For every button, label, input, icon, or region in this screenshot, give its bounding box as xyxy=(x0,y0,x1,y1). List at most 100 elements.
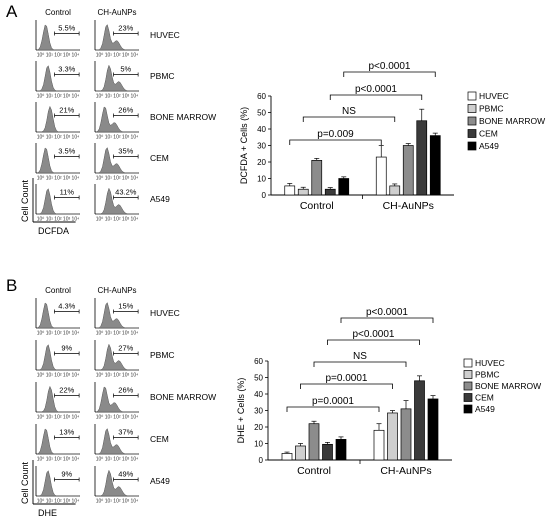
panel-a-letter: A xyxy=(6,2,18,21)
significance-bracket xyxy=(286,406,380,412)
significance-bracket xyxy=(313,361,407,367)
histogram-tick-labels: 10⁰ 10¹ 10² 10³ 10⁴ xyxy=(37,373,80,379)
bar xyxy=(338,178,350,196)
y-tick-label: 40 xyxy=(254,390,263,399)
legend-label: A549 xyxy=(479,141,499,151)
gate-percent-label: 3.3% xyxy=(58,65,75,74)
legend-swatch xyxy=(467,129,477,138)
histogram-tick-labels: 10⁰ 10¹ 10² 10³ 10⁴ xyxy=(37,415,80,421)
histogram-curve xyxy=(37,385,79,413)
histogram-curve xyxy=(96,469,138,497)
histogram-x-label: DCFDA xyxy=(38,226,69,236)
column-label: Control xyxy=(45,286,71,295)
gate-percent-label: 35% xyxy=(118,147,133,156)
histogram-tick-labels: 10⁰ 10¹ 10² 10³ 10⁴ xyxy=(96,217,139,223)
histogram-tick-labels: 10⁰ 10¹ 10² 10³ 10⁴ xyxy=(96,331,139,337)
histogram-curve xyxy=(95,24,138,51)
row-label: BONE MARROW xyxy=(150,112,216,122)
legend-swatch xyxy=(463,381,473,391)
significance-bracket xyxy=(302,116,396,122)
y-tick-label: 50 xyxy=(254,374,263,383)
gate-percent-label: 13% xyxy=(59,428,74,437)
histogram-curve xyxy=(96,187,138,215)
histogram-grid-b: Control CH-AuNPs HUVEC 4.3% 10⁰ 10¹ 10² 10³ … xyxy=(20,286,216,518)
y-tick-label: 20 xyxy=(257,158,266,167)
histogram-tick-labels: 10⁰ 10¹ 10² 10³ 10⁴ xyxy=(96,94,139,100)
gate-percent-label: 43.2% xyxy=(115,188,137,197)
gate-percent-label: 49% xyxy=(118,470,133,479)
significance-bracket xyxy=(300,383,393,389)
histogram-curve xyxy=(36,302,79,329)
category-label: CH-AuNPs xyxy=(380,465,431,477)
y-tick-label: 50 xyxy=(257,109,266,118)
bar xyxy=(416,120,428,196)
row-label: PBMC xyxy=(150,350,175,360)
bar xyxy=(429,135,441,196)
gate-percent-label: 26% xyxy=(118,106,133,115)
y-tick-label: 30 xyxy=(254,407,263,416)
bar xyxy=(387,412,398,461)
gate-percent-label: 5% xyxy=(120,65,131,74)
bar xyxy=(311,160,323,196)
y-tick-label: 10 xyxy=(254,440,263,449)
panel-a: A Control CH-AuNPs HUVEC 5.5% 10⁰ 10¹ 10² 10… xyxy=(6,2,545,236)
gate-percent-label: 9% xyxy=(61,344,72,353)
histogram-tick-labels: 10⁰ 10¹ 10² 10³ 10⁴ xyxy=(37,135,80,141)
bar-y-label: DHE + Cells (%) xyxy=(236,378,246,444)
bar xyxy=(322,443,333,461)
legend-label: HUVEC xyxy=(479,91,509,101)
gate-percent-label: 11% xyxy=(60,188,75,197)
row-label: CEM xyxy=(150,434,169,444)
y-tick-label: 0 xyxy=(262,191,267,200)
histogram-tick-labels: 10⁰ 10¹ 10² 10³ 10⁴ xyxy=(37,331,80,337)
bar xyxy=(284,185,296,196)
histogram-y-label: Cell Count xyxy=(20,461,30,504)
y-tick-label: 60 xyxy=(254,357,263,366)
histogram-grid-a: Control CH-AuNPs HUVEC 5.5% 10⁰ 10¹ 10² 10³ … xyxy=(20,8,216,236)
y-tick-label: 20 xyxy=(254,423,263,432)
histogram-curve xyxy=(36,470,79,497)
significance-bracket xyxy=(340,317,434,323)
bar xyxy=(402,145,414,196)
significance-label: p=0.0001 xyxy=(312,396,354,407)
category-label: Control xyxy=(300,200,334,212)
column-label: CH-AuNPs xyxy=(97,8,136,17)
bar-y-label: DCFDA + Cells (%) xyxy=(239,107,249,184)
significance-bracket xyxy=(327,339,420,345)
histogram-tick-labels: 10⁰ 10¹ 10² 10³ 10⁴ xyxy=(37,176,80,182)
histogram-tick-labels: 10⁰ 10¹ 10² 10³ 10⁴ xyxy=(96,53,139,59)
category-label: Control xyxy=(297,465,331,477)
panel-b-letter: B xyxy=(6,276,17,295)
bar xyxy=(297,188,309,196)
legend-label: PBMC xyxy=(475,370,500,380)
legend-swatch xyxy=(463,358,473,368)
y-tick-label: 40 xyxy=(257,125,266,134)
histogram-tick-labels: 10⁰ 10¹ 10² 10³ 10⁴ xyxy=(37,499,80,505)
legend-swatch xyxy=(463,393,473,402)
bar xyxy=(375,156,387,196)
column-label: Control xyxy=(45,8,71,17)
bar xyxy=(400,408,412,461)
histogram-curve xyxy=(36,24,79,51)
gate-percent-label: 22% xyxy=(59,386,74,395)
histogram-curve xyxy=(37,105,79,133)
significance-label: p<0.0001 xyxy=(353,329,395,340)
bar xyxy=(335,439,347,461)
significance-label: NS xyxy=(353,351,367,362)
legend-label: HUVEC xyxy=(475,358,505,368)
histogram-y-label: Cell Count xyxy=(20,179,30,222)
legend-label: CEM xyxy=(475,393,494,403)
row-label: BONE MARROW xyxy=(150,392,216,402)
significance-label: p=0.0001 xyxy=(326,373,368,384)
gate-percent-label: 21% xyxy=(59,106,74,115)
significance-label: p<0.0001 xyxy=(355,84,397,95)
bar-chart-b: 0 10 20 30 40 50 60 DHE + Cells (%) Control CH-Au… xyxy=(236,307,541,477)
gate-percent-label: 3.5% xyxy=(58,147,75,156)
row-label: CEM xyxy=(150,153,169,163)
bar xyxy=(324,188,336,196)
significance-bracket xyxy=(329,94,423,100)
legend-swatch xyxy=(463,404,473,414)
histogram-curve xyxy=(95,106,138,133)
significance-label: p<0.0001 xyxy=(369,61,411,72)
legend-label: PBMC xyxy=(479,104,504,114)
